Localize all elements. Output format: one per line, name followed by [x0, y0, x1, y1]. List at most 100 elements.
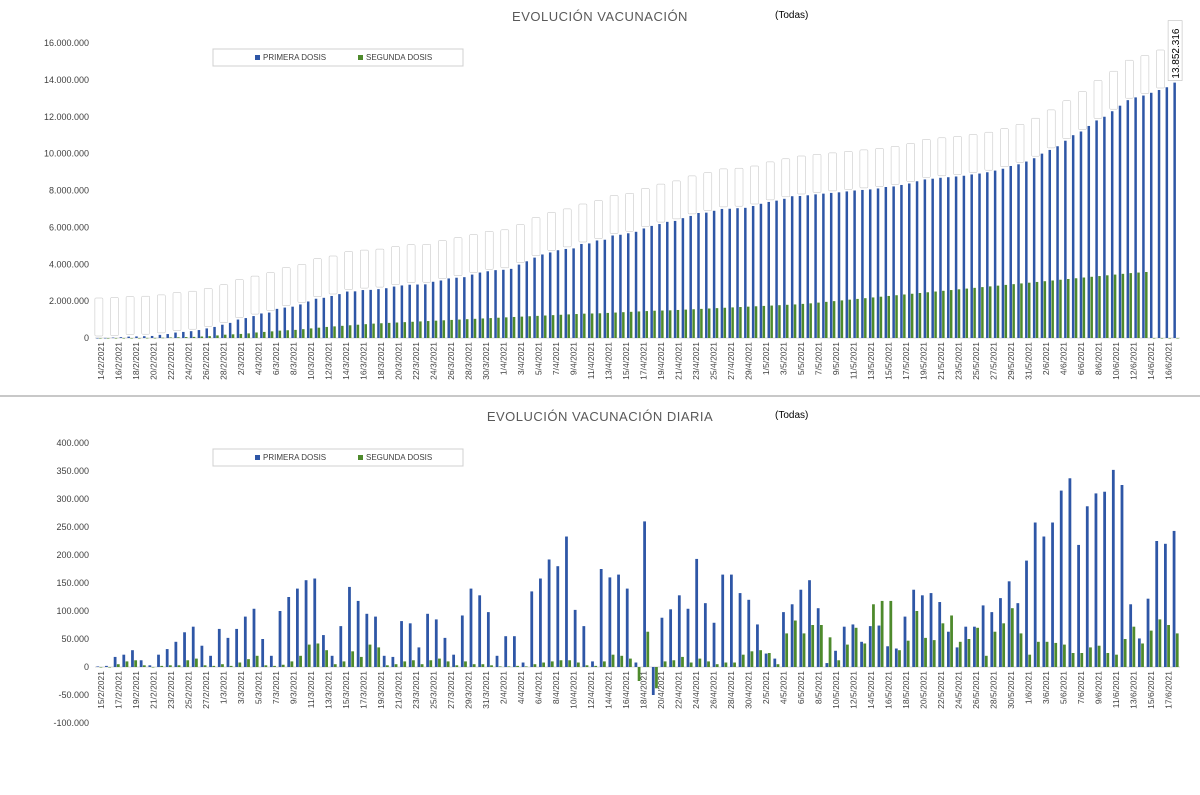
bar-second-dose: [359, 656, 363, 667]
x-tick-label: 31/3/2021: [481, 671, 491, 709]
bar-second-dose: [910, 293, 914, 338]
bar-first-dose: [1071, 135, 1075, 338]
x-tick-label: 2/5/2021: [761, 671, 771, 704]
bar-first-dose: [939, 177, 942, 338]
bar-first-dose: [744, 207, 747, 338]
bar-first-dose: [143, 336, 146, 338]
bar-second-dose: [770, 305, 773, 338]
bar-second-dose: [793, 620, 797, 667]
bar-first-dose: [174, 332, 177, 338]
bar-second-dose: [281, 664, 285, 667]
bar-first-dose: [267, 312, 271, 338]
data-label-box: [313, 258, 322, 297]
bar-first-dose: [287, 597, 291, 667]
bar-second-dose: [932, 640, 936, 667]
x-tick-label: 9/3/2021: [288, 671, 298, 704]
bar-first-dose: [416, 284, 419, 338]
x-tick-label: 8/4/2021: [551, 671, 561, 704]
data-label-box: [188, 290, 197, 330]
bar-first-dose: [455, 277, 458, 338]
bar-second-dose: [316, 643, 320, 667]
x-tick-label: 4/6/2021: [1058, 342, 1068, 375]
bar-second-dose: [1074, 278, 1078, 338]
bar-first-dose: [314, 298, 318, 338]
chart-title: EVOLUCIÓN VACUNACIÓN: [512, 9, 688, 24]
bar-first-dose: [582, 626, 586, 667]
bar-first-dose: [650, 225, 653, 338]
bar-second-dose: [1168, 338, 1171, 339]
legend-swatch-first-dose: [255, 455, 260, 460]
bar-first-dose: [759, 203, 763, 338]
bar-second-dose: [1106, 275, 1109, 338]
x-tick-label: 27/5/2021: [988, 342, 998, 380]
bar-first-dose: [587, 243, 591, 338]
data-label-box: [968, 134, 978, 173]
bar-second-dose: [731, 307, 734, 338]
data-label-box: [360, 249, 369, 289]
bar-first-dose: [1048, 149, 1052, 338]
bar-first-dose: [892, 186, 895, 338]
data-label-box: [172, 292, 182, 331]
bar-first-dose: [504, 636, 508, 667]
x-tick-label: 6/3/2021: [271, 342, 281, 375]
x-tick-label: 1/3/2021: [218, 671, 228, 704]
bar-first-dose: [111, 337, 115, 339]
bar-first-dose: [183, 632, 186, 667]
bar-second-dose: [1080, 653, 1084, 667]
y-tick-label: 50.000: [61, 634, 89, 644]
bar-second-dose: [489, 318, 492, 338]
x-tick-label: 23/5/2021: [953, 342, 963, 380]
bar-first-dose: [712, 210, 716, 338]
bar-first-dose: [1111, 469, 1115, 667]
data-label-box: [953, 136, 962, 175]
bar-second-dose: [637, 311, 641, 338]
bar-second-dose: [629, 311, 633, 338]
x-tick-label: 12/6/2021: [1128, 342, 1138, 380]
bar-second-dose: [403, 322, 407, 338]
y-tick-label: 14.000.000: [44, 75, 89, 85]
bar-first-dose: [842, 626, 846, 667]
data-label-box: [266, 272, 275, 311]
x-tick-label: 6/4/2021: [533, 671, 543, 704]
bar-second-dose: [759, 650, 762, 667]
x-tick-label: 29/5/2021: [1006, 342, 1016, 380]
bar-first-dose: [634, 662, 638, 667]
bar-second-dose: [676, 309, 680, 338]
bar-first-dose: [228, 322, 232, 338]
bar-first-dose: [990, 612, 994, 667]
bar-second-dose: [208, 336, 211, 338]
bar-second-dose: [1149, 630, 1153, 667]
bar-first-dose: [808, 580, 811, 667]
bar-first-dose: [1051, 522, 1054, 667]
bar-first-dose: [1025, 560, 1028, 667]
bar-first-dose: [213, 326, 216, 338]
bar-first-dose: [1172, 530, 1176, 667]
bar-first-dose: [1155, 541, 1159, 667]
y-tick-label: -50.000: [58, 690, 89, 700]
bar-second-dose: [1090, 276, 1093, 338]
bar-second-dose: [984, 655, 988, 667]
bar-second-dose: [746, 306, 750, 338]
bar-second-dose: [778, 305, 781, 338]
data-label-box: [344, 251, 353, 290]
bar-first-dose: [634, 231, 638, 338]
bar-second-dose: [934, 291, 937, 338]
bar-first-dose: [564, 248, 568, 338]
bar-first-dose: [705, 212, 708, 339]
bar-first-dose: [299, 304, 302, 338]
filter-label[interactable]: (Todas): [775, 10, 808, 21]
bar-first-dose: [252, 608, 256, 667]
x-tick-label: 23/3/2021: [411, 671, 421, 709]
bar-second-dose: [645, 311, 649, 338]
bar-second-dose: [1059, 279, 1062, 338]
x-tick-label: 20/2/2021: [148, 342, 158, 380]
bar-first-dose: [392, 286, 396, 338]
filter-label[interactable]: (Todas): [775, 410, 808, 421]
x-tick-label: 5/4/2021: [533, 342, 543, 375]
bars: [96, 469, 1179, 695]
bar-first-dose: [260, 313, 263, 338]
bar-second-dose: [134, 660, 138, 667]
x-tick-label: 16/3/2021: [358, 342, 368, 380]
bar-second-dose: [317, 327, 321, 338]
bar-first-dose: [999, 598, 1002, 667]
